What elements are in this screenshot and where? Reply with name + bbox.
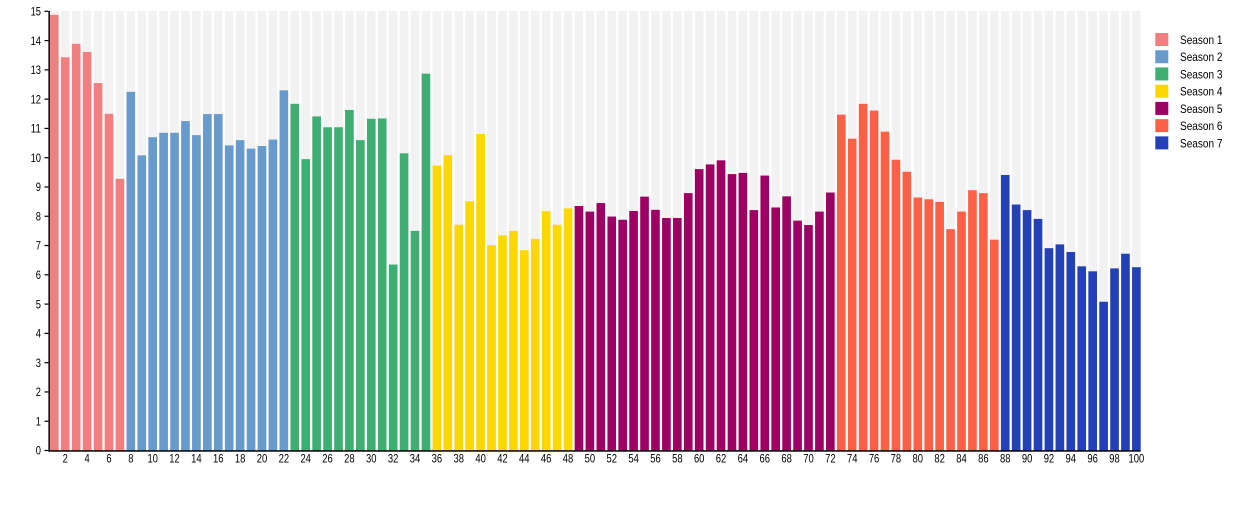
svg-text:Season 7: Season 7 <box>1180 136 1223 150</box>
svg-text:100: 100 <box>1128 452 1144 466</box>
svg-text:3: 3 <box>36 356 41 370</box>
svg-text:Season 4: Season 4 <box>1180 85 1223 99</box>
svg-text:52: 52 <box>607 452 618 466</box>
svg-text:12: 12 <box>169 452 180 466</box>
svg-text:1: 1 <box>36 414 41 428</box>
svg-text:86: 86 <box>978 452 989 466</box>
svg-text:96: 96 <box>1087 452 1098 466</box>
svg-text:10: 10 <box>147 452 158 466</box>
svg-text:4: 4 <box>36 327 41 341</box>
svg-text:5: 5 <box>36 297 41 311</box>
svg-text:11: 11 <box>31 122 42 136</box>
svg-text:Season 1: Season 1 <box>1180 33 1223 47</box>
svg-text:48: 48 <box>563 452 574 466</box>
svg-text:16: 16 <box>213 452 224 466</box>
svg-text:72: 72 <box>825 452 836 466</box>
svg-text:24: 24 <box>300 452 311 466</box>
svg-text:2: 2 <box>63 452 68 466</box>
svg-text:26: 26 <box>322 452 333 466</box>
svg-text:60: 60 <box>694 452 705 466</box>
svg-text:92: 92 <box>1044 452 1055 466</box>
svg-text:Season 3: Season 3 <box>1180 67 1223 81</box>
svg-text:74: 74 <box>847 452 858 466</box>
svg-text:62: 62 <box>716 452 727 466</box>
svg-text:4: 4 <box>85 452 90 466</box>
svg-text:46: 46 <box>541 452 552 466</box>
svg-text:90: 90 <box>1022 452 1033 466</box>
svg-text:13: 13 <box>31 63 42 77</box>
svg-text:0: 0 <box>36 444 41 458</box>
svg-text:15: 15 <box>31 5 42 19</box>
svg-text:28: 28 <box>344 452 355 466</box>
svg-text:58: 58 <box>672 452 683 466</box>
svg-text:68: 68 <box>781 452 792 466</box>
svg-text:42: 42 <box>497 452 508 466</box>
svg-text:50: 50 <box>585 452 596 466</box>
svg-text:82: 82 <box>934 452 945 466</box>
svg-text:40: 40 <box>475 452 486 466</box>
svg-text:Season 6: Season 6 <box>1180 119 1223 133</box>
svg-text:10: 10 <box>31 151 42 165</box>
svg-text:22: 22 <box>279 452 290 466</box>
svg-text:14: 14 <box>31 34 42 48</box>
svg-text:44: 44 <box>519 452 530 466</box>
svg-text:12: 12 <box>31 92 42 106</box>
svg-text:2: 2 <box>36 385 41 399</box>
svg-text:78: 78 <box>891 452 902 466</box>
svg-text:32: 32 <box>388 452 399 466</box>
svg-text:14: 14 <box>191 452 202 466</box>
svg-text:8: 8 <box>36 209 41 223</box>
svg-text:34: 34 <box>410 452 421 466</box>
svg-text:88: 88 <box>1000 452 1011 466</box>
svg-text:8: 8 <box>128 452 133 466</box>
svg-text:94: 94 <box>1066 452 1077 466</box>
svg-text:80: 80 <box>913 452 924 466</box>
svg-text:30: 30 <box>366 452 377 466</box>
svg-text:54: 54 <box>628 452 639 466</box>
svg-text:7: 7 <box>36 239 41 253</box>
svg-text:84: 84 <box>956 452 967 466</box>
svg-text:76: 76 <box>869 452 880 466</box>
svg-text:20: 20 <box>257 452 268 466</box>
svg-text:9: 9 <box>36 180 41 194</box>
svg-text:64: 64 <box>738 452 749 466</box>
svg-text:38: 38 <box>453 452 464 466</box>
svg-text:70: 70 <box>803 452 814 466</box>
svg-text:56: 56 <box>650 452 661 466</box>
svg-text:18: 18 <box>235 452 246 466</box>
svg-text:66: 66 <box>760 452 771 466</box>
svg-text:6: 6 <box>36 268 41 282</box>
svg-text:Season 2: Season 2 <box>1180 50 1223 64</box>
svg-text:6: 6 <box>106 452 111 466</box>
svg-text:98: 98 <box>1109 452 1120 466</box>
svg-text:Season 5: Season 5 <box>1180 102 1223 116</box>
svg-text:36: 36 <box>432 452 443 466</box>
